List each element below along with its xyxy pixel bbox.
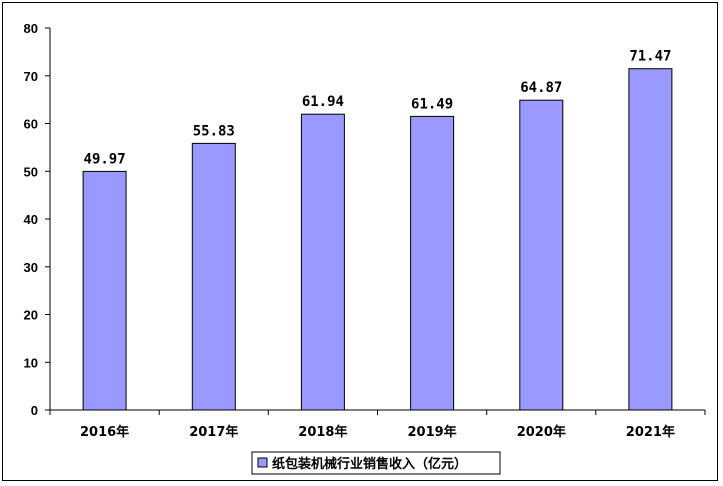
legend-box <box>251 451 501 475</box>
x-tick-label: 2017年 <box>189 424 238 440</box>
labels-group: 49.97 55.83 61.94 61.49 64.87 71.47 0 10 20 30 40 5… <box>24 21 675 440</box>
data-label: 61.94 <box>302 94 344 110</box>
data-label: 49.97 <box>84 151 126 167</box>
legend-label: 纸包装机械行业销售收入（亿元） <box>272 456 467 472</box>
y-tick-label: 10 <box>24 355 38 370</box>
bar <box>300 113 345 411</box>
y-tick-label: 70 <box>24 69 38 84</box>
bar <box>82 170 127 411</box>
axes-group <box>45 27 706 415</box>
x-tick-label: 2020年 <box>517 424 566 440</box>
data-label: 55.83 <box>193 123 235 139</box>
y-tick-label: 60 <box>24 117 38 132</box>
bar <box>410 115 455 411</box>
y-tick-label: 20 <box>24 308 38 323</box>
bar <box>628 68 673 411</box>
x-tick-label: 2018年 <box>298 424 347 440</box>
data-label: 71.47 <box>629 49 671 65</box>
bar <box>191 142 236 411</box>
x-tick-label: 2019年 <box>408 424 457 440</box>
legend: 纸包装机械行业销售收入（亿元） <box>251 451 501 475</box>
y-tick-label: 30 <box>24 260 38 275</box>
y-tick-label: 0 <box>31 403 38 418</box>
y-tick-label: 40 <box>24 212 38 227</box>
bar <box>519 99 564 411</box>
x-tick-label: 2021年 <box>626 424 675 440</box>
y-tick-label: 50 <box>24 164 38 179</box>
y-tick-label: 80 <box>24 21 38 36</box>
legend-swatch <box>257 457 268 468</box>
bars-group <box>82 68 673 411</box>
data-label: 64.87 <box>520 80 562 96</box>
data-label: 61.49 <box>411 96 453 112</box>
x-tick-label: 2016年 <box>80 424 129 440</box>
